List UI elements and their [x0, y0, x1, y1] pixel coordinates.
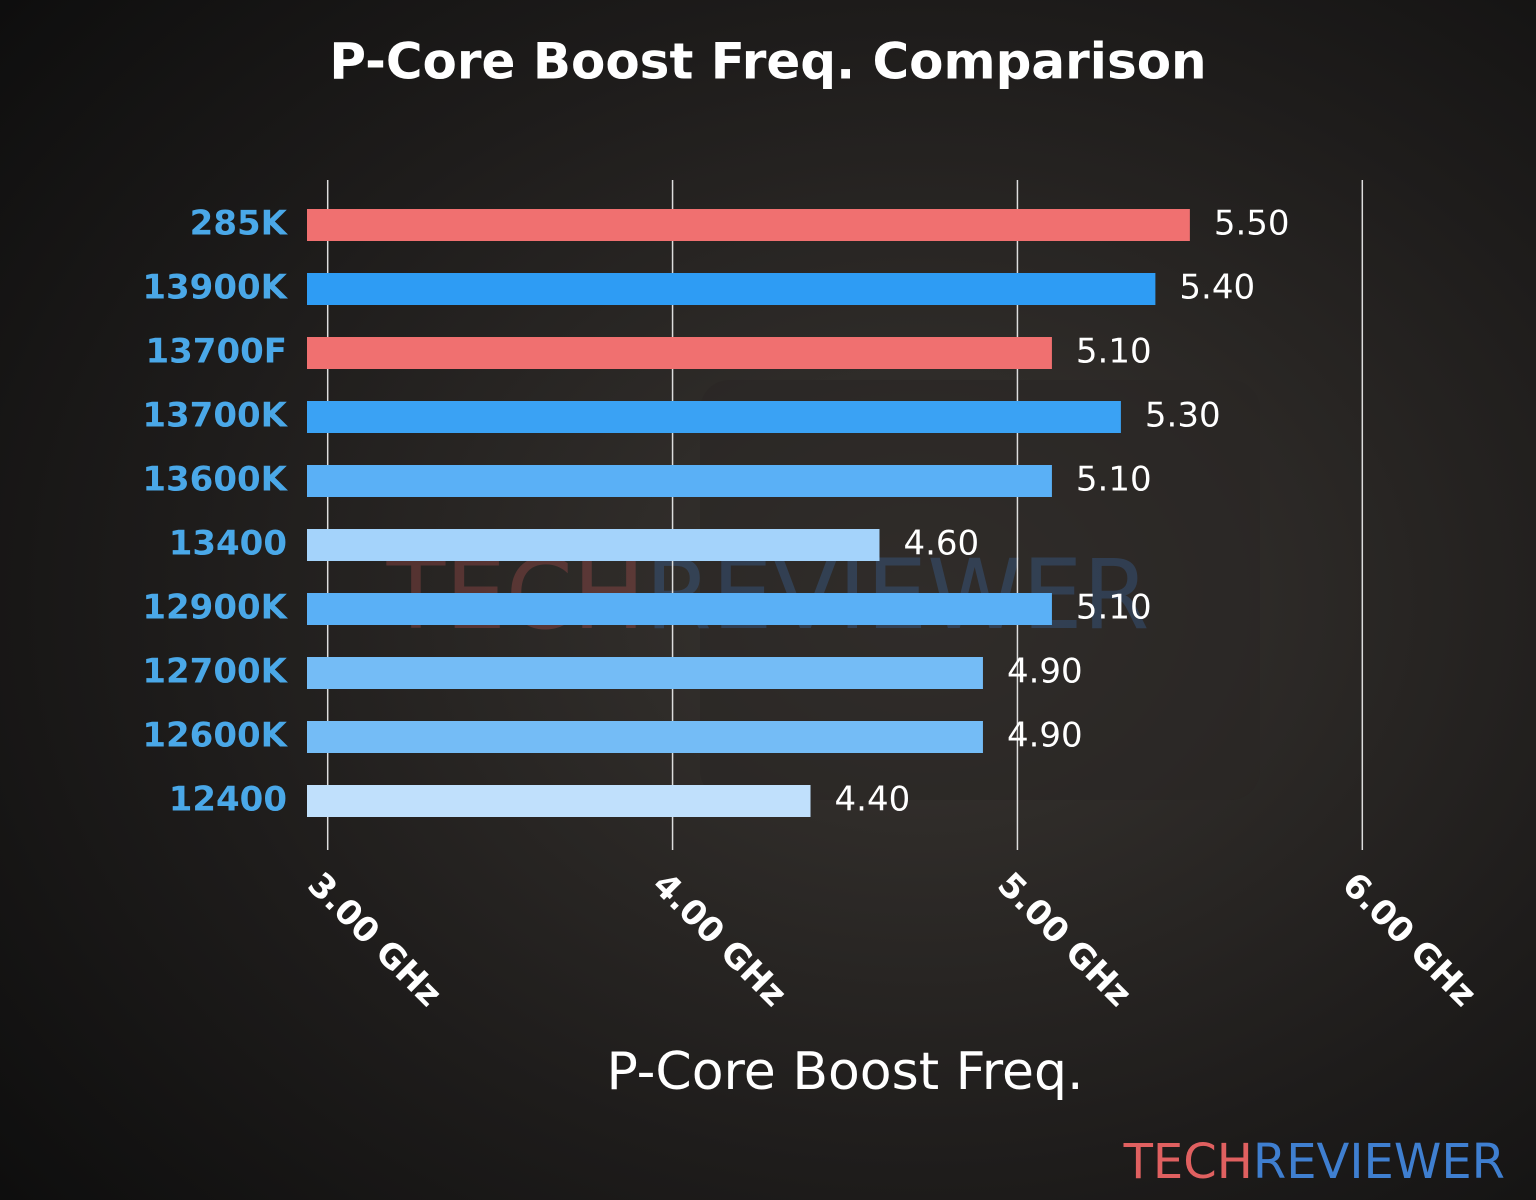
- y-tick-label: 13700F: [145, 332, 287, 372]
- y-tick-label: 13900K: [142, 268, 288, 308]
- y-tick-label: 12600K: [142, 716, 288, 756]
- bar: [307, 401, 1121, 433]
- y-tick-label: 12400: [169, 780, 287, 820]
- logo-part: REVIEWER: [1253, 1134, 1505, 1190]
- value-label: 5.10: [1076, 460, 1152, 500]
- logo: TECHREVIEWER: [1123, 1134, 1505, 1190]
- value-label: 4.90: [1007, 716, 1083, 756]
- y-tick-label: 285K: [190, 204, 289, 244]
- y-tick-label: 13400: [169, 524, 287, 564]
- bar: [307, 785, 811, 817]
- chart-title: P-Core Boost Freq. Comparison: [329, 33, 1206, 91]
- bar: [307, 273, 1156, 305]
- value-label: 5.30: [1145, 396, 1221, 436]
- y-tick-label: 12700K: [142, 652, 288, 692]
- bar: [307, 593, 1052, 625]
- y-tick-label: 13600K: [142, 460, 288, 500]
- value-label: 4.90: [1007, 652, 1083, 692]
- value-label: 5.50: [1214, 204, 1290, 244]
- y-tick-label: 13700K: [142, 396, 288, 436]
- x-axis-label: P-Core Boost Freq.: [606, 1042, 1083, 1102]
- bar: [307, 209, 1190, 241]
- bar: [307, 337, 1052, 369]
- bar: [307, 657, 983, 689]
- logo-part: TECH: [1123, 1134, 1253, 1190]
- bar: [307, 529, 880, 561]
- value-label: 5.10: [1076, 332, 1152, 372]
- value-label: 5.10: [1076, 588, 1152, 628]
- bar: [307, 465, 1052, 497]
- bar: [307, 721, 983, 753]
- y-tick-label: 12900K: [142, 588, 288, 628]
- value-label: 4.60: [903, 524, 979, 564]
- value-label: 5.40: [1179, 268, 1255, 308]
- value-label: 4.40: [835, 780, 911, 820]
